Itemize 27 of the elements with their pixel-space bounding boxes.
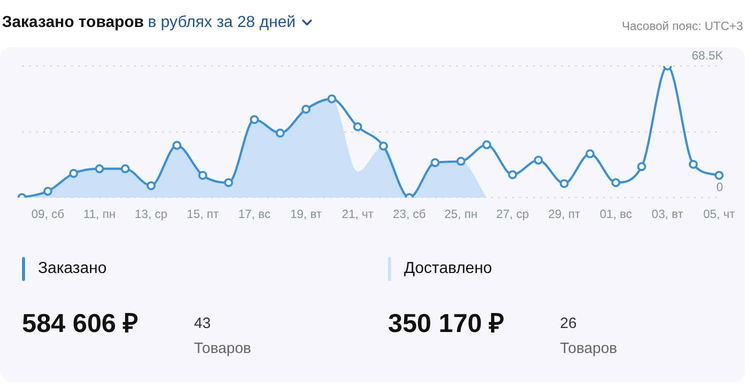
x-tick-label: 27, ср (496, 207, 530, 222)
x-tick-label: 15, пт (186, 207, 220, 222)
text: 350 170 ₽ (388, 307, 504, 340)
legend-label: Доставлено (404, 260, 492, 278)
y-tick-label: 68.5K (692, 48, 724, 62)
x-tick-label: 13, ср (134, 207, 168, 222)
text: 584 606 ₽ (22, 307, 138, 340)
y-tick-label: 0 (716, 180, 724, 194)
x-tick-label: 23, сб (392, 207, 426, 222)
chart-subtitle: в рублях за 28 дней (148, 14, 296, 31)
x-tick-label: 01, вс (600, 207, 632, 222)
chart-title: Заказано товаров (2, 14, 144, 31)
x-tick-label: 25, пн (444, 207, 478, 222)
legend-label: Заказано (38, 260, 107, 278)
text: Часовой пояс: UTC+3 (622, 19, 743, 33)
text: Товаров (194, 340, 252, 357)
text: Товаров (560, 340, 618, 357)
text: 26 (560, 315, 577, 332)
x-tick-label: 17, вс (238, 207, 271, 222)
x-tick-label: 03, вт (652, 207, 684, 222)
text: 43 (194, 315, 211, 332)
x-tick-label: 29, пт (548, 207, 581, 222)
x-tick-label: 09, сб (31, 207, 64, 222)
x-tick-label: 21, чт (342, 207, 374, 222)
x-tick-label: 05, чт (703, 207, 736, 222)
x-tick-label: 11, пн (83, 207, 116, 222)
x-tick-label: 19, вт (290, 207, 322, 222)
